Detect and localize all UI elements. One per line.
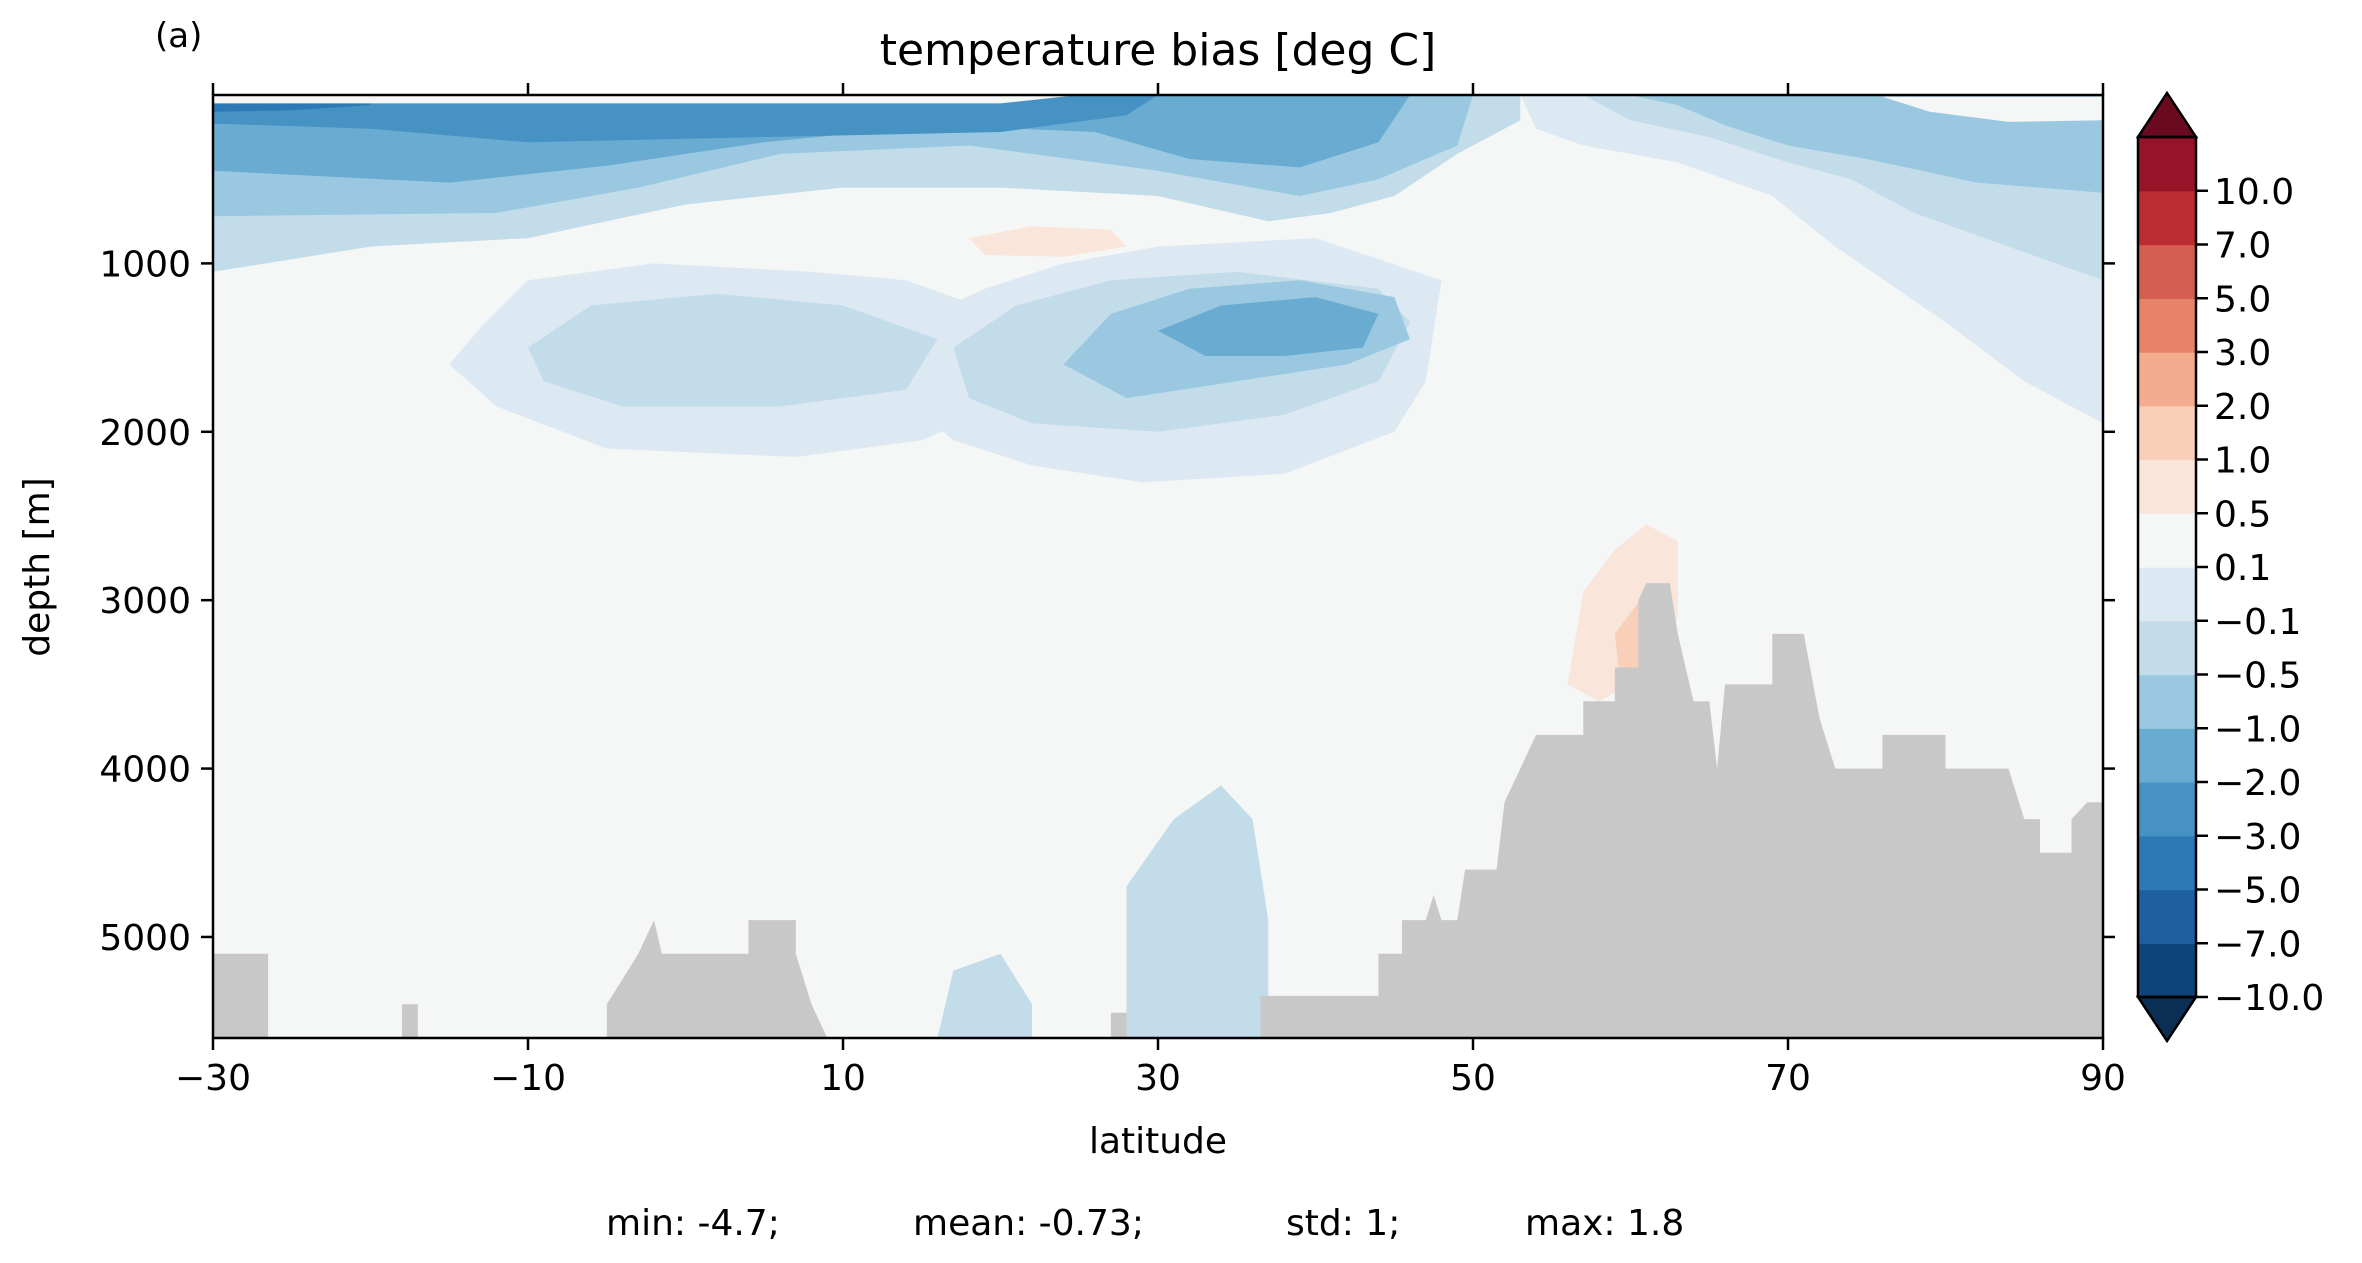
colorbar-segment (2138, 620, 2196, 676)
contour-region-19 (1504, 187, 1615, 289)
x-axis: −30 −10 10 30 50 70 90 (175, 83, 2126, 1099)
x-tick-label: 10 (820, 1058, 866, 1099)
colorbar-extend-max (2135, 90, 2199, 139)
contour-region-6 (1158, 297, 1379, 356)
statistics-line: min: -4.7; mean: -0.73; std: 1; max: 1.8 (606, 1203, 1684, 1244)
panel-label: (a) (155, 16, 202, 56)
stat-min: min: -4.7; (606, 1203, 780, 1244)
x-tick-label: 90 (2080, 1058, 2126, 1099)
colorbar-tick-label: 0.5 (2214, 494, 2271, 535)
colorbar-segment (2138, 782, 2196, 837)
x-tick-label: 50 (1450, 1058, 1496, 1099)
colorbar-segment (2138, 459, 2196, 514)
colorbar-tick-label: 2.0 (2214, 387, 2271, 428)
x-tick-label: −10 (490, 1058, 566, 1099)
colorbar-tick-label: −3.0 (2214, 817, 2301, 858)
colorbar-segment (2138, 567, 2196, 622)
y-tick-label: 4000 (99, 750, 191, 791)
colorbar-tick-label: −0.1 (2214, 602, 2301, 643)
y-tick-label: 5000 (99, 918, 191, 959)
contour-region-24 (1126, 785, 1269, 1038)
colorbar-segment (2138, 137, 2196, 192)
stat-mean: mean: -0.73; (913, 1203, 1144, 1244)
colorbar-tick-label: −1.0 (2214, 709, 2301, 750)
x-tick-label: −30 (175, 1058, 251, 1099)
plot-area: −30 −10 10 30 50 70 90 1000 2000 3000 4000 5000 (99, 83, 2126, 1099)
colorbar-segment (2138, 674, 2196, 729)
colorbar-tick-label: −7.0 (2214, 924, 2301, 965)
colorbar-segment (2138, 190, 2196, 246)
x-tick-label: 30 (1135, 1058, 1181, 1099)
y-axis-label: depth [m] (17, 477, 58, 656)
colorbar-segment (2138, 889, 2196, 944)
chart-title: temperature bias [deg C] (880, 25, 1437, 76)
colorbar-segment (2138, 943, 2196, 998)
y-tick-label: 2000 (99, 413, 191, 454)
colorbar-segment (2138, 513, 2196, 568)
contour-region-15 (1882, 96, 2103, 122)
contour-region-21 (969, 226, 1127, 257)
colorbar-segment (2138, 835, 2196, 891)
stat-max: max: 1.8 (1525, 1203, 1684, 1244)
contour-region-3 (528, 293, 938, 407)
colorbar-segment (2138, 244, 2196, 299)
colorbar-tick-label: −5.0 (2214, 871, 2301, 912)
colorbar-tick-label: 1.0 (2214, 441, 2271, 482)
y-tick-label: 3000 (99, 581, 191, 622)
y-tick-label: 1000 (99, 244, 191, 285)
contour-region-25 (937, 953, 1032, 1038)
colorbar-segment (2138, 405, 2196, 461)
colorbar-tick-label: 7.0 (2214, 226, 2271, 267)
contour-region-18 (213, 313, 544, 584)
y-axis: 1000 2000 3000 4000 5000 (99, 244, 2115, 959)
colorbar-tick-label: 10.0 (2214, 172, 2294, 213)
bathymetry-land (213, 583, 2103, 1038)
x-tick-label: 70 (1765, 1058, 1811, 1099)
colorbar-tick-label: −10.0 (2214, 978, 2324, 1019)
stat-std: std: 1; (1286, 1203, 1400, 1244)
colorbar-tick-label: −2.0 (2214, 763, 2301, 804)
colorbar: −10.0 −7.0 −5.0 −3.0 −2.0 −1.0 −0.5 −0.1 0.1 0.5 1… (2135, 90, 2324, 1044)
contour-region-16 (213, 95, 1080, 104)
colorbar-segment (2138, 728, 2196, 783)
colorbar-tick-label: −0.5 (2214, 656, 2301, 697)
x-axis-label: latitude (1089, 1121, 1227, 1162)
colorbar-segment (2138, 352, 2196, 407)
colorbar-tick-label: 0.1 (2214, 548, 2271, 589)
colorbar-tick-label: 3.0 (2214, 333, 2271, 374)
colorbar-extend-min (2135, 995, 2199, 1044)
contour-region-14 (1630, 95, 2103, 193)
bathymetry-mask (213, 583, 2103, 1038)
contour-region-10 (213, 95, 1158, 143)
colorbar-tick-label: 5.0 (2214, 279, 2271, 320)
colorbar-segment (2138, 298, 2196, 353)
